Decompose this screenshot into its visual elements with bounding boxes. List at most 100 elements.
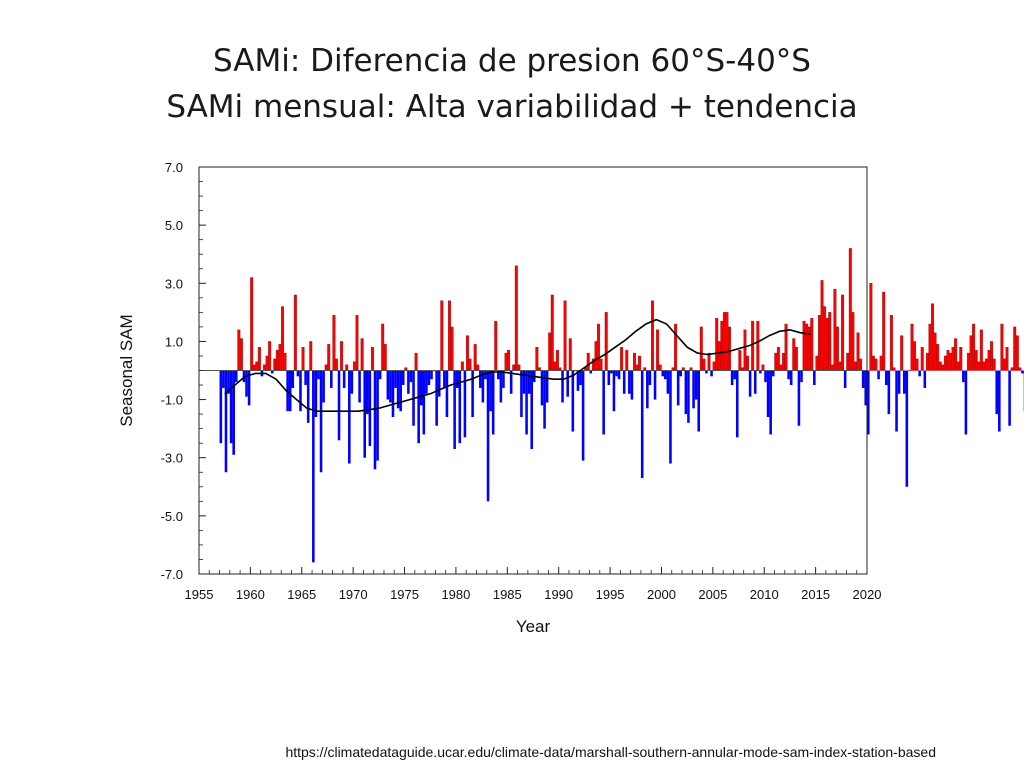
bar-negative — [296, 370, 300, 377]
bar-negative — [366, 370, 369, 415]
bar-positive — [239, 338, 243, 371]
bar-positive — [345, 364, 349, 371]
bar-negative — [576, 370, 580, 391]
bar-negative — [735, 370, 739, 438]
bar-positive — [794, 347, 798, 371]
x-tick-label: 1985 — [493, 587, 522, 602]
x-tick-label: 1990 — [544, 587, 573, 602]
bar-negative — [491, 370, 495, 435]
bar-positive — [514, 265, 518, 371]
bar-positive — [779, 364, 783, 371]
bar-positive — [263, 364, 266, 371]
bar-positive — [818, 315, 821, 371]
bar-negative — [684, 370, 688, 415]
bar-negative — [391, 370, 395, 418]
bar-negative — [247, 370, 251, 406]
bar-positive — [951, 347, 955, 371]
bar-negative — [710, 370, 713, 377]
x-axis: 1955 1960 1965 1970 1975 1980 1985 1990 1995 2000… — [185, 567, 881, 602]
bar-negative — [861, 370, 865, 388]
bar-negative — [527, 370, 531, 394]
bar-positive — [301, 347, 305, 371]
bar-positive — [931, 303, 934, 371]
bar-positive — [381, 323, 385, 371]
bar-positive — [833, 288, 837, 371]
bar-positive — [633, 352, 636, 371]
bar-positive — [340, 341, 344, 371]
bar-positive — [815, 355, 819, 371]
bar-positive — [969, 335, 973, 371]
x-tick-label: 1965 — [287, 587, 316, 602]
bar-positive — [476, 364, 480, 371]
bar-negative — [386, 370, 390, 400]
bar-positive — [900, 335, 904, 371]
bar-negative — [864, 370, 867, 406]
bar-negative — [234, 370, 238, 383]
bar-positive — [882, 291, 886, 371]
bar-positive — [938, 361, 942, 371]
bar-positive — [334, 358, 338, 371]
bar-positive — [841, 294, 845, 371]
bar-negative — [222, 370, 225, 388]
bar-positive — [871, 355, 875, 371]
bar-positive — [715, 317, 719, 371]
bar-negative — [543, 370, 546, 429]
bars-group — [219, 248, 1024, 563]
bar-negative — [895, 370, 898, 432]
bar-negative — [771, 370, 775, 377]
bar-positive — [967, 352, 970, 371]
bar-negative — [759, 370, 762, 374]
bar-positive — [268, 341, 272, 371]
bar-negative — [525, 370, 528, 435]
bar-positive — [548, 332, 552, 371]
slide-title: SAMi: Diferencia de presion 60°S-40°S SA… — [0, 38, 1024, 130]
bar-positive — [594, 341, 598, 371]
x-tick-label: 2000 — [647, 587, 676, 602]
bar-negative — [571, 370, 575, 432]
bar-positive — [972, 323, 976, 371]
bar-negative — [566, 370, 569, 397]
bar-positive — [507, 349, 511, 371]
bar-positive — [599, 358, 603, 371]
bar-negative — [617, 370, 621, 380]
bar-positive — [440, 300, 444, 371]
bar-negative — [291, 370, 295, 388]
bar-positive — [889, 315, 893, 371]
x-tick-label: 1970 — [339, 587, 368, 602]
bar-positive — [535, 347, 539, 371]
bar-positive — [869, 283, 873, 371]
bar-negative — [664, 370, 667, 380]
bar-negative — [435, 370, 438, 426]
bar-negative — [489, 370, 492, 412]
bar-positive — [597, 323, 600, 371]
slide-title-line-2: SAMi mensual: Alta variabilidad + tenden… — [166, 89, 858, 125]
bar-positive — [956, 361, 960, 371]
bar-positive — [265, 355, 269, 371]
bar-positive — [835, 326, 839, 371]
bar-positive — [1015, 335, 1019, 371]
bar-positive — [756, 320, 760, 371]
bar-negative — [348, 370, 351, 464]
bar-negative — [499, 370, 503, 403]
bar-positive — [568, 338, 572, 371]
bar-positive — [620, 347, 624, 371]
bar-negative — [764, 370, 767, 383]
bar-negative — [646, 370, 649, 409]
bar-negative — [612, 370, 616, 412]
bar-positive — [761, 364, 765, 371]
bar-positive — [828, 312, 832, 371]
bar-negative — [330, 370, 333, 388]
bar-positive — [774, 352, 778, 371]
bar-positive — [517, 364, 521, 371]
bar-negative — [679, 370, 683, 377]
bar-positive — [910, 323, 914, 371]
bar-negative — [407, 370, 410, 394]
bar-positive — [658, 364, 662, 371]
bar-negative — [669, 370, 672, 464]
bar-negative — [317, 370, 320, 380]
bar-negative — [787, 370, 790, 380]
bar-negative — [897, 370, 901, 394]
bar-negative — [530, 370, 533, 449]
bar-positive — [1010, 367, 1014, 371]
